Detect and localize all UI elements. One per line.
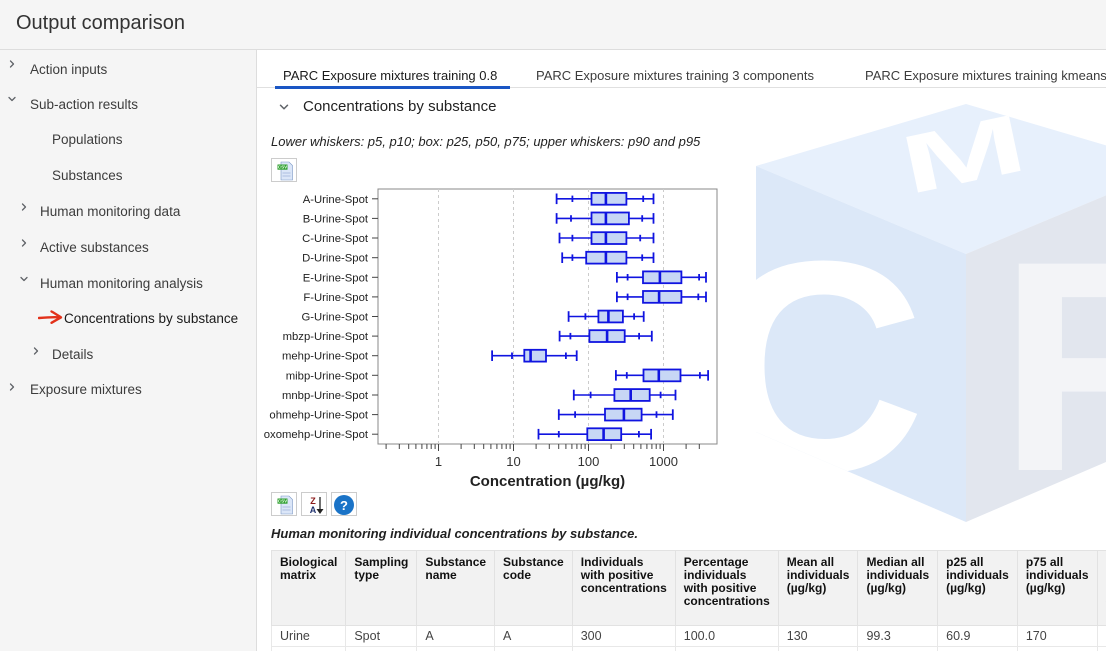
svg-text:1000: 1000 xyxy=(649,454,678,469)
svg-text:10: 10 xyxy=(506,454,520,469)
svg-text:1: 1 xyxy=(435,454,442,469)
svg-text:A: A xyxy=(310,505,317,515)
svg-text:Concentration (µg/kg): Concentration (µg/kg) xyxy=(470,473,625,490)
svg-text:mehp-Urine-Spot: mehp-Urine-Spot xyxy=(282,351,369,363)
svg-text:mbzp-Urine-Spot: mbzp-Urine-Spot xyxy=(283,331,369,343)
svg-text:ohmehp-Urine-Spot: ohmehp-Urine-Spot xyxy=(269,410,368,422)
svg-text:A-Urine-Spot: A-Urine-Spot xyxy=(303,194,369,206)
svg-text:F-Urine-Spot: F-Urine-Spot xyxy=(303,292,369,304)
svg-text:100: 100 xyxy=(578,454,600,469)
svg-text:E-Urine-Spot: E-Urine-Spot xyxy=(303,272,369,284)
svg-text:mnbp-Urine-Spot: mnbp-Urine-Spot xyxy=(282,390,369,402)
svg-text:D-Urine-Spot: D-Urine-Spot xyxy=(302,253,369,265)
svg-text:?: ? xyxy=(340,498,348,513)
svg-text:B-Urine-Spot: B-Urine-Spot xyxy=(303,213,369,225)
svg-text:C-Urine-Spot: C-Urine-Spot xyxy=(302,233,369,245)
svg-text:oxomehp-Urine-Spot: oxomehp-Urine-Spot xyxy=(264,429,369,441)
svg-text:CSV: CSV xyxy=(278,499,288,504)
svg-text:mibp-Urine-Spot: mibp-Urine-Spot xyxy=(286,370,369,382)
svg-text:G-Urine-Spot: G-Urine-Spot xyxy=(301,312,368,324)
